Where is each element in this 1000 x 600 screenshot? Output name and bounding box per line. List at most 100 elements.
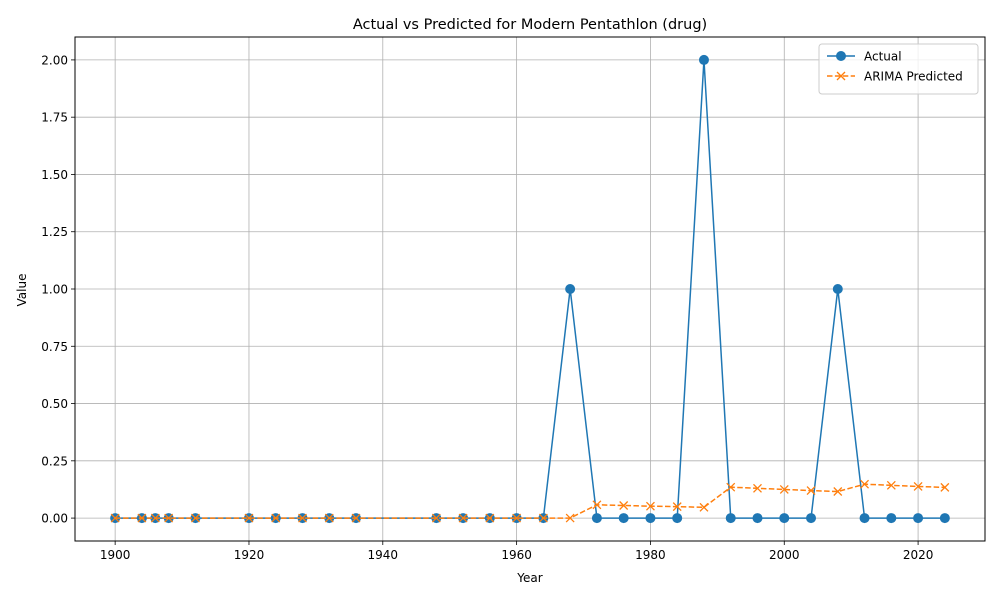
marker-stroke xyxy=(538,513,548,523)
marker-stroke xyxy=(779,484,789,494)
marker-stroke xyxy=(485,513,495,523)
data-point-actual xyxy=(886,513,897,524)
data-point-arima-predicted xyxy=(538,513,548,523)
marker-stroke xyxy=(190,513,200,523)
chart-title: Actual vs Predicted for Modern Pentathlo… xyxy=(353,17,707,33)
data-point-arima-predicted xyxy=(886,480,896,490)
legend-label-arima-predicted: ARIMA Predicted xyxy=(864,70,963,84)
y-tick-label: 1.75 xyxy=(41,111,68,125)
marker-stroke xyxy=(860,479,870,489)
series-line-actual xyxy=(115,59,945,519)
y-axis-label: Value xyxy=(15,274,29,307)
data-point-arima-predicted xyxy=(324,513,334,523)
data-point-actual xyxy=(832,284,843,294)
series-arima-predicted xyxy=(110,479,950,523)
marker-stroke xyxy=(150,513,160,523)
marker-stroke xyxy=(324,513,334,523)
data-point-arima-predicted xyxy=(806,486,816,496)
marker-stroke xyxy=(298,513,307,523)
data-point-actual xyxy=(913,513,924,524)
x-tick-label: 1960 xyxy=(501,548,532,562)
data-point-arima-predicted xyxy=(271,513,281,523)
data-point-actual xyxy=(591,513,602,524)
data-point-actual xyxy=(859,513,870,524)
y-tick-label: 0.00 xyxy=(41,512,68,526)
legend-box xyxy=(818,43,979,95)
marker-stroke xyxy=(244,513,254,523)
data-point-arima-predicted xyxy=(137,513,147,523)
marker-stroke xyxy=(137,513,147,523)
legend-label-actual: Actual xyxy=(864,50,902,64)
marker-stroke xyxy=(271,513,281,523)
y-tick-label: 1.50 xyxy=(41,168,68,182)
data-point-actual xyxy=(752,513,763,524)
data-point-arima-predicted xyxy=(244,513,254,523)
legend-item-arima-predicted: ARIMA Predicted xyxy=(827,70,963,84)
data-point-arima-predicted xyxy=(190,513,200,523)
legend-marker-actual xyxy=(836,51,846,61)
data-point-arima-predicted xyxy=(512,513,522,523)
legend: Actual ARIMA Predicted xyxy=(818,43,979,95)
data-point-arima-predicted xyxy=(150,513,160,523)
data-point-arima-predicted xyxy=(110,513,120,523)
data-point-actual xyxy=(939,513,950,524)
marker-stroke xyxy=(833,487,843,496)
marker-stroke xyxy=(512,513,522,523)
data-point-actual xyxy=(672,513,683,524)
x-axis-ticks: 1900 1920 1940 1960 1980 2000 2020 xyxy=(100,541,933,562)
data-point-arima-predicted xyxy=(164,513,174,523)
y-tick-label: 0.25 xyxy=(41,454,68,468)
marker-stroke xyxy=(619,501,629,510)
x-tick-label: 1940 xyxy=(368,548,399,562)
marker-stroke xyxy=(753,483,762,493)
y-tick-label: 1.00 xyxy=(41,283,68,297)
x-tick-label: 1900 xyxy=(100,548,131,562)
data-point-arima-predicted xyxy=(458,513,468,523)
data-point-actual xyxy=(725,513,736,524)
marker-stroke xyxy=(592,500,602,510)
x-tick-label: 1920 xyxy=(234,548,265,562)
marker-stroke xyxy=(164,513,174,523)
y-tick-label: 0.75 xyxy=(41,340,68,354)
marker-stroke xyxy=(836,71,846,81)
data-point-actual xyxy=(618,513,629,524)
x-axis-label: Year xyxy=(516,571,542,585)
marker-stroke xyxy=(806,486,816,496)
data-point-arima-predicted xyxy=(298,513,307,523)
data-point-arima-predicted xyxy=(565,513,575,523)
data-point-arima-predicted xyxy=(913,482,923,491)
data-point-arima-predicted xyxy=(485,513,495,523)
data-point-arima-predicted xyxy=(431,513,441,523)
marker-stroke xyxy=(672,502,682,512)
data-point-actual xyxy=(779,513,790,524)
marker-stroke xyxy=(645,501,655,511)
x-tick-label: 1980 xyxy=(635,548,666,562)
data-point-arima-predicted xyxy=(833,487,843,496)
data-point-arima-predicted xyxy=(672,502,682,512)
data-point-arima-predicted xyxy=(726,482,736,492)
x-tick-label: 2020 xyxy=(903,548,934,562)
data-point-actual xyxy=(698,54,709,65)
data-point-actual xyxy=(806,513,817,524)
marker-stroke xyxy=(699,502,709,512)
data-point-arima-predicted xyxy=(699,502,709,512)
y-tick-label: 0.50 xyxy=(41,397,68,411)
data-point-arima-predicted xyxy=(619,501,629,510)
data-point-arima-predicted xyxy=(753,483,762,493)
marker-stroke xyxy=(886,480,896,490)
data-point-arima-predicted xyxy=(940,482,950,492)
data-point-arima-predicted xyxy=(779,484,789,494)
y-axis-ticks: 0.00 0.25 0.50 0.75 1.00 1.25 1.50 1.75 2.00 xyxy=(41,53,75,526)
marker-stroke xyxy=(565,513,575,523)
data-point-arima-predicted xyxy=(592,500,602,510)
data-point-actual xyxy=(565,284,576,294)
x-tick-label: 2000 xyxy=(769,548,800,562)
marker-stroke xyxy=(726,482,736,492)
data-point-arima-predicted xyxy=(351,513,361,523)
legend-marker-arima-predicted xyxy=(836,71,846,81)
data-point-arima-predicted xyxy=(645,501,655,511)
y-tick-label: 1.25 xyxy=(41,225,68,239)
legend-item-actual: Actual xyxy=(827,50,902,64)
